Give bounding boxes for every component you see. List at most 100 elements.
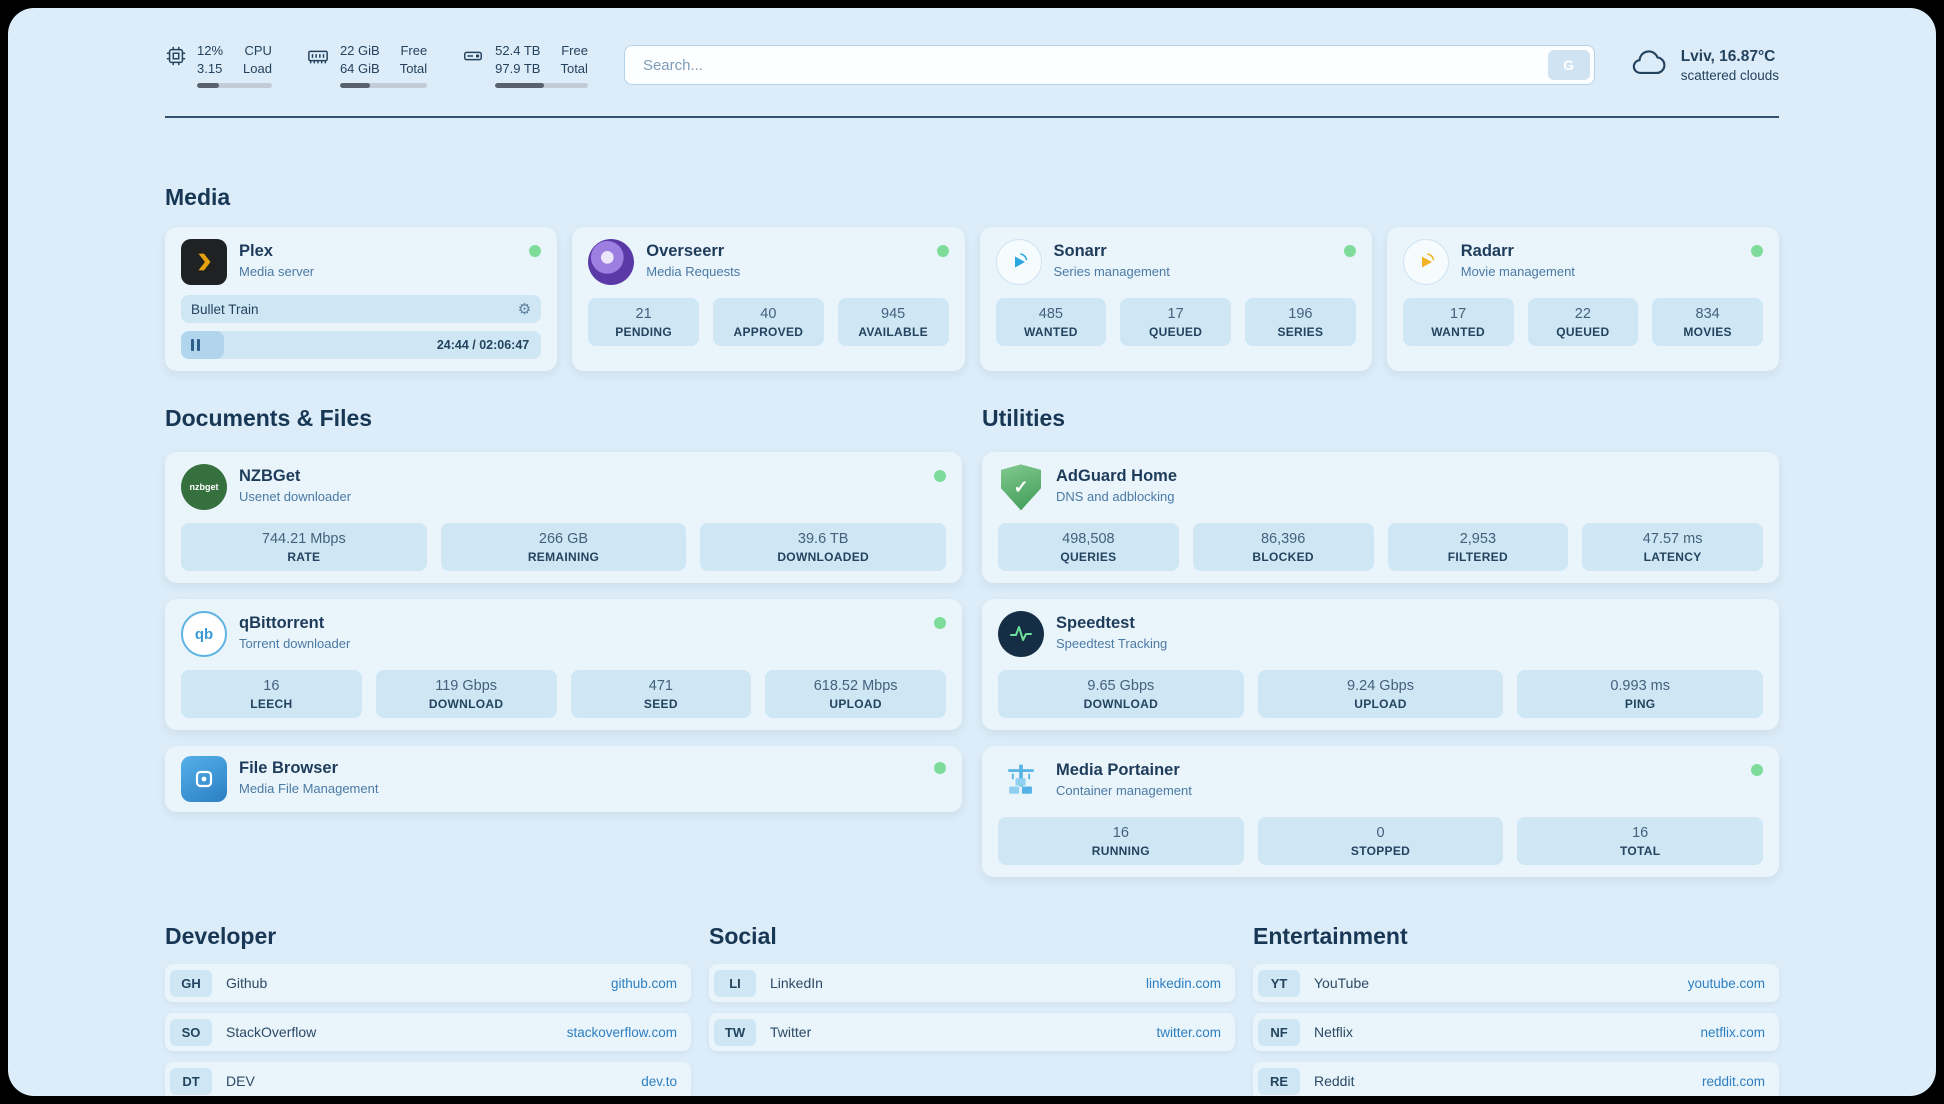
search-engine-button[interactable]: G — [1547, 50, 1590, 81]
playback-time: 24:44 / 02:06:47 — [436, 338, 530, 353]
status-online-dot — [934, 617, 946, 630]
bookmark-name: Netflix — [1314, 1024, 1353, 1041]
dashboard-page: 12% 3.15 CPU Load — [8, 8, 1936, 1096]
bookmark-url: youtube.com — [1687, 975, 1765, 991]
bookmark-linkedin[interactable]: LI LinkedIn linkedin.com — [709, 964, 1235, 1003]
gear-icon[interactable]: ⚙ — [517, 301, 532, 319]
bookmark-abbr: GH — [170, 969, 212, 997]
app-name: Plex — [239, 242, 273, 261]
stat-queued: 22 QUEUED — [1527, 298, 1639, 347]
cpu-labels: CPU Load — [243, 43, 272, 77]
ram-labels: Free Total — [399, 43, 428, 77]
bookmark-abbr: DT — [170, 1067, 212, 1095]
bookmark-url: github.com — [610, 975, 677, 991]
documents-section-title: Documents & Files — [165, 405, 373, 432]
stat-remaining: 266 GB REMAINING — [440, 523, 687, 572]
app-subtitle: Usenet downloader — [239, 489, 352, 505]
bookmark-abbr: SO — [170, 1018, 212, 1046]
adguard-shield-icon: ✓ — [1001, 464, 1041, 511]
bookmark-youtube[interactable]: YT YouTube youtube.com — [1253, 964, 1779, 1003]
status-online-dot — [936, 245, 949, 258]
bookmark-url: linkedin.com — [1145, 975, 1221, 991]
cpu-values: 12% 3.15 — [197, 43, 224, 77]
stat-latency: 47.57 ms LATENCY — [1582, 523, 1763, 572]
bookmark-twitter[interactable]: TW Twitter twitter.com — [709, 1013, 1235, 1052]
stat-wanted: 17 WANTED — [1402, 298, 1514, 347]
ram-values: 22 GiB 64 GiB — [339, 43, 380, 77]
stat-queued: 17 QUEUED — [1120, 298, 1231, 347]
bookmark-abbr: LI — [714, 969, 756, 997]
stat-queries: 498,508 QUERIES — [998, 523, 1179, 572]
search-input[interactable] — [623, 45, 1595, 86]
app-card-speedtest[interactable]: Speedtest Speedtest Tracking 9.65 Gbps D… — [982, 599, 1779, 731]
disk-values: 52.4 TB 97.9 TB — [495, 43, 541, 77]
stat-total: 16 TOTAL — [1517, 817, 1764, 866]
status-online-dot — [934, 762, 946, 775]
overseerr-icon — [588, 239, 635, 286]
pause-icon[interactable] — [191, 339, 200, 352]
now-playing-title: Bullet Train — [191, 301, 259, 317]
status-online-dot — [529, 245, 542, 258]
ram-progress-bar — [339, 83, 428, 89]
bookmark-github[interactable]: GH Github github.com — [165, 964, 691, 1003]
header-divider — [165, 116, 1779, 119]
cpu-metric: 12% 3.15 CPU Load — [165, 42, 272, 89]
app-card-sonarr[interactable]: Sonarr Series management 485 WANTED 17 Q… — [979, 227, 1372, 372]
ram-icon — [306, 45, 330, 72]
bookmarks-entertainment: Entertainment YT YouTube youtube.com NF … — [1253, 923, 1779, 1096]
app-card-portainer[interactable]: Media Portainer Container management 16 … — [982, 746, 1779, 878]
app-subtitle: Media Requests — [646, 264, 741, 280]
stat-pending: 21 PENDING — [588, 298, 699, 347]
app-subtitle: DNS and adblocking — [1056, 489, 1175, 505]
stat-leech: 16 LEECH — [181, 670, 362, 719]
bookmark-dev[interactable]: DT DEV dev.to — [165, 1062, 691, 1096]
bookmark-name: StackOverflow — [226, 1024, 317, 1041]
adguard-icon-wrap: ✓ — [998, 464, 1044, 511]
weather-condition: scattered clouds — [1680, 67, 1779, 83]
stat-download: 9.65 Gbps DOWNLOAD — [998, 670, 1244, 719]
app-card-qbittorrent[interactable]: qb qBittorrent Torrent downloader 16 LEE… — [165, 599, 962, 731]
nzbget-icon: nzbget — [181, 464, 227, 511]
stat-rate: 744.21 Mbps RATE — [181, 523, 427, 572]
bookmark-name: LinkedIn — [770, 975, 823, 992]
qbittorrent-icon-text: qb — [194, 625, 214, 643]
disk-metric: 52.4 TB 97.9 TB Free Total — [461, 42, 588, 89]
app-name: File Browser — [239, 759, 339, 778]
cpu-progress-bar — [197, 83, 272, 89]
stat-seed: 471 SEED — [570, 670, 752, 719]
app-name: Sonarr — [1053, 242, 1107, 261]
app-card-filebrowser[interactable]: File Browser Media File Management — [165, 746, 962, 813]
cloud-icon — [1627, 46, 1669, 85]
section-media: Media Plex Media server — [165, 184, 1779, 372]
bookmark-stackoverflow[interactable]: SO StackOverflow stackoverflow.com — [165, 1013, 691, 1052]
filebrowser-icon — [181, 756, 227, 803]
qbittorrent-icon: qb — [181, 611, 227, 658]
app-name: Media Portainer — [1056, 761, 1180, 780]
weather-location: Lviv, 16.87°C — [1680, 47, 1776, 65]
app-card-overseerr[interactable]: Overseerr Media Requests 21 PENDING 40 A… — [572, 227, 965, 372]
stat-blocked: 86,396 BLOCKED — [1192, 523, 1374, 572]
app-card-radarr[interactable]: Radarr Movie management 17 WANTED 22 QUE… — [1386, 227, 1779, 372]
bookmark-name: Github — [226, 975, 268, 992]
app-name: Radarr — [1460, 242, 1514, 261]
status-online-dot — [1751, 245, 1763, 258]
app-card-nzbget[interactable]: nzbget NZBGet Usenet downloader 744.21 M… — [165, 452, 962, 584]
app-subtitle: Media server — [239, 264, 315, 280]
bookmarks-developer: Developer GH Github github.com SO StackO… — [165, 923, 691, 1096]
bookmark-abbr: YT — [1258, 969, 1300, 997]
entertainment-section-title: Entertainment — [1253, 923, 1408, 950]
bookmark-url: dev.to — [641, 1073, 677, 1089]
now-playing-row: Bullet Train ⚙ — [181, 295, 542, 324]
status-online-dot — [1343, 245, 1356, 258]
playback-progress-bar[interactable]: 24:44 / 02:06:47 — [181, 331, 542, 360]
stat-ping: 0.993 ms PING — [1517, 670, 1764, 719]
app-name: AdGuard Home — [1056, 467, 1178, 486]
disk-icon — [461, 45, 485, 72]
app-card-plex[interactable]: Plex Media server Bullet Train ⚙ 24:44 — [165, 227, 558, 372]
bookmark-reddit[interactable]: RE Reddit reddit.com — [1253, 1062, 1779, 1096]
top-bar: 12% 3.15 CPU Load — [165, 42, 1779, 89]
bookmark-url: twitter.com — [1156, 1024, 1221, 1040]
app-name: NZBGet — [239, 467, 301, 486]
app-card-adguard[interactable]: ✓ AdGuard Home DNS and adblocking 498,50… — [982, 452, 1779, 584]
bookmark-netflix[interactable]: NF Netflix netflix.com — [1253, 1013, 1779, 1052]
